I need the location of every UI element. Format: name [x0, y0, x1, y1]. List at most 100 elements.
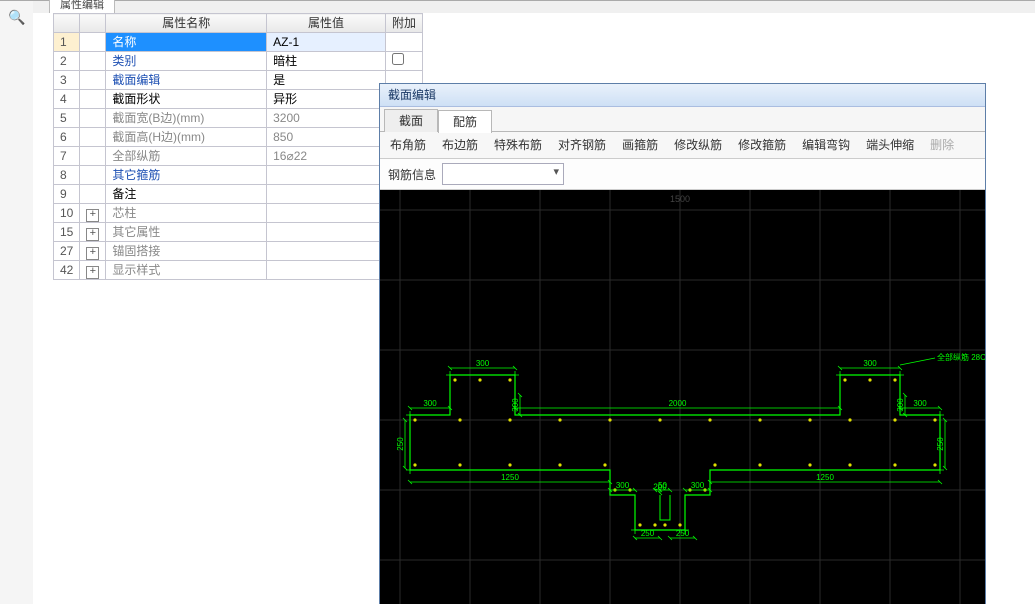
prop-name[interactable]: 其它属性	[106, 223, 267, 242]
prop-value[interactable]: 是	[267, 71, 386, 90]
editor-tab[interactable]: 截面	[384, 109, 438, 132]
prop-value[interactable]	[267, 223, 386, 242]
editor-toolbar: 布角筋布边筋特殊布筋对齐钢筋画箍筋修改纵筋修改箍筋编辑弯钩端头伸缩删除	[380, 132, 985, 159]
left-rail: 🔍	[0, 1, 34, 604]
prop-value[interactable]	[267, 242, 386, 261]
prop-append[interactable]	[385, 52, 422, 71]
svg-text:300: 300	[863, 359, 877, 368]
expand-cell	[80, 33, 106, 52]
prop-value[interactable]	[267, 204, 386, 223]
table-row[interactable]: 15 + 其它属性	[54, 223, 423, 242]
table-row[interactable]: 6 截面高(H边)(mm)850	[54, 128, 423, 147]
row-number: 8	[54, 166, 80, 185]
toolbar-button[interactable]: 特殊布筋	[490, 132, 546, 158]
toolbar-button[interactable]: 修改纵筋	[670, 132, 726, 158]
svg-text:250: 250	[641, 529, 655, 538]
prop-name[interactable]: 其它箍筋	[106, 166, 267, 185]
svg-text:1250: 1250	[501, 473, 519, 482]
expand-icon[interactable]: +	[86, 209, 99, 222]
prop-name[interactable]: 备注	[106, 185, 267, 204]
svg-text:1500: 1500	[670, 194, 690, 204]
expand-icon[interactable]: +	[86, 228, 99, 241]
expand-cell[interactable]: +	[80, 242, 106, 261]
svg-text:250: 250	[396, 437, 405, 451]
svg-text:300: 300	[913, 399, 927, 408]
expand-cell[interactable]: +	[80, 261, 106, 280]
toolbar-button[interactable]: 布角筋	[386, 132, 430, 158]
expand-cell	[80, 128, 106, 147]
expand-cell[interactable]: +	[80, 223, 106, 242]
prop-value[interactable]: 3200	[267, 109, 386, 128]
row-number: 10	[54, 204, 80, 223]
toolbar-button[interactable]: 对齐钢筋	[554, 132, 610, 158]
prop-name[interactable]: 显示样式	[106, 261, 267, 280]
table-row[interactable]: 2 类别暗柱	[54, 52, 423, 71]
expand-cell	[80, 90, 106, 109]
append-checkbox[interactable]	[392, 53, 404, 65]
expand-icon[interactable]: +	[86, 266, 99, 279]
table-row[interactable]: 8 其它箍筋	[54, 166, 423, 185]
expand-cell[interactable]: +	[80, 204, 106, 223]
row-number: 42	[54, 261, 80, 280]
prop-name[interactable]: 名称	[106, 33, 267, 52]
editor-title: 截面编辑	[380, 84, 985, 107]
expand-cell	[80, 185, 106, 204]
svg-text:300: 300	[476, 359, 490, 368]
prop-value[interactable]: 异形	[267, 90, 386, 109]
section-canvas[interactable]: 1500300300300300200025025012501250300300…	[380, 190, 985, 604]
row-number: 2	[54, 52, 80, 71]
table-row[interactable]: 3 截面编辑是	[54, 71, 423, 90]
prop-value[interactable]: 暗柱	[267, 52, 386, 71]
row-number: 9	[54, 185, 80, 204]
prop-value[interactable]	[267, 166, 386, 185]
table-row[interactable]: 42 + 显示样式	[54, 261, 423, 280]
table-row[interactable]: 4 截面形状异形	[54, 90, 423, 109]
toolbar-button[interactable]: 画箍筋	[618, 132, 662, 158]
row-number: 4	[54, 90, 80, 109]
table-row[interactable]: 7 全部纵筋16⌀22	[54, 147, 423, 166]
svg-text:1250: 1250	[816, 473, 834, 482]
toolbar-button[interactable]: 修改箍筋	[734, 132, 790, 158]
table-row[interactable]: 10 + 芯柱	[54, 204, 423, 223]
prop-name[interactable]: 类别	[106, 52, 267, 71]
row-number: 15	[54, 223, 80, 242]
svg-text:200: 200	[653, 483, 667, 492]
expand-icon[interactable]: +	[86, 247, 99, 260]
toolbar-button[interactable]: 删除	[926, 132, 958, 158]
prop-name[interactable]: 截面高(H边)(mm)	[106, 128, 267, 147]
expand-cell	[80, 52, 106, 71]
prop-name[interactable]: 锚固搭接	[106, 242, 267, 261]
row-number: 7	[54, 147, 80, 166]
prop-append	[385, 33, 422, 52]
prop-value[interactable]: 850	[267, 128, 386, 147]
table-row[interactable]: 5截面宽(B边)(mm)3200	[54, 109, 423, 128]
toolbar-button[interactable]: 端头伸缩	[862, 132, 918, 158]
search-icon[interactable]: 🔍	[8, 9, 25, 26]
expand-cell	[80, 166, 106, 185]
rebar-info-combo[interactable]	[442, 163, 564, 185]
table-row[interactable]: 27 + 锚固搭接	[54, 242, 423, 261]
svg-text:300: 300	[511, 398, 520, 412]
expand-cell	[80, 71, 106, 90]
prop-name[interactable]: 全部纵筋	[106, 147, 267, 166]
row-number: 6	[54, 128, 80, 147]
prop-name[interactable]: 截面编辑	[106, 71, 267, 90]
row-number: 3	[54, 71, 80, 90]
table-row[interactable]: 9 备注	[54, 185, 423, 204]
prop-value[interactable]	[267, 261, 386, 280]
property-grid: 属性名称 属性值 附加 1名称AZ-12类别暗柱3截面编辑是4截面形状异形5截面…	[53, 13, 423, 280]
svg-text:250: 250	[936, 437, 945, 451]
table-row[interactable]: 1名称AZ-1	[54, 33, 423, 52]
prop-value[interactable]: 16⌀22	[267, 147, 386, 166]
prop-value[interactable]	[267, 185, 386, 204]
toolbar-button[interactable]: 布边筋	[438, 132, 482, 158]
toolbar-button[interactable]: 编辑弯钩	[798, 132, 854, 158]
prop-value[interactable]: AZ-1	[267, 33, 386, 52]
col-name: 属性名称	[106, 14, 267, 33]
prop-name[interactable]: 芯柱	[106, 204, 267, 223]
row-number: 27	[54, 242, 80, 261]
prop-name[interactable]: 截面宽(B边)(mm)	[106, 109, 267, 128]
svg-text:全部纵筋 28C22: 全部纵筋 28C22	[937, 352, 985, 362]
prop-name[interactable]: 截面形状	[106, 90, 267, 109]
editor-tab[interactable]: 配筋	[438, 110, 492, 133]
